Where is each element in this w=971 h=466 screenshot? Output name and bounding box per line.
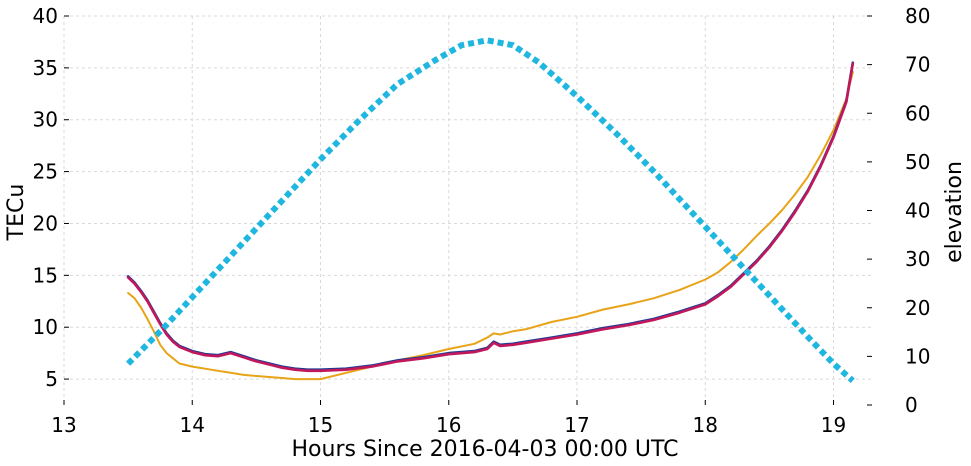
y2-tick-label-20: 20 xyxy=(905,296,930,320)
axis-layer: 5 10 15 20 25 30 35 40 13 14 15 16 17 18 19 0 10 20 30 40 50… xyxy=(33,4,931,437)
y2-axis-title: elevation xyxy=(942,161,967,263)
y2-tick-label-40: 40 xyxy=(905,199,930,223)
x-tick-label-19: 19 xyxy=(821,413,846,437)
series-layer xyxy=(125,37,855,383)
y2-tick-label-70: 70 xyxy=(905,53,930,77)
y2-tick-label-80: 80 xyxy=(905,4,930,28)
y2-tick-label-0: 0 xyxy=(905,393,918,417)
x-tick-label-14: 14 xyxy=(180,413,205,437)
x-tick-label-17: 17 xyxy=(564,413,589,437)
y-axis-title: TECu xyxy=(4,184,29,242)
x-tick-label-18: 18 xyxy=(693,413,718,437)
series-line-3 xyxy=(126,62,855,373)
y-tick-label-40: 40 xyxy=(33,4,58,28)
y2-tick-label-30: 30 xyxy=(905,247,930,271)
series-line-4 xyxy=(125,37,855,383)
y2-tick-label-60: 60 xyxy=(905,101,930,125)
x-axis-title: Hours Since 2016-04-03 00:00 UTC xyxy=(292,437,679,462)
y-tick-label-20: 20 xyxy=(33,211,58,235)
grid-layer xyxy=(63,15,872,405)
y-tick-label-15: 15 xyxy=(33,263,58,287)
x-tick-label-15: 15 xyxy=(308,413,333,437)
y-tick-label-30: 30 xyxy=(33,108,58,132)
y-tick-label-5: 5 xyxy=(45,367,58,391)
y-tick-label-10: 10 xyxy=(33,315,58,339)
x-tick-label-13: 13 xyxy=(51,413,76,437)
y2-tick-label-10: 10 xyxy=(905,344,930,368)
series-line-1 xyxy=(127,71,854,381)
x-tick-label-16: 16 xyxy=(436,413,461,437)
y-tick-label-35: 35 xyxy=(33,56,58,80)
series-line-2 xyxy=(126,61,855,372)
y2-tick-label-50: 50 xyxy=(905,150,930,174)
y-tick-label-25: 25 xyxy=(33,160,58,184)
